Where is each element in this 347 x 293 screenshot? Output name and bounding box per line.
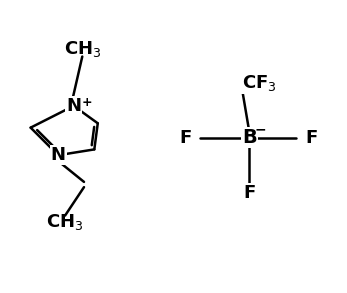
Text: CH$_3$: CH$_3$ <box>64 39 101 59</box>
Text: CF$_3$: CF$_3$ <box>242 73 277 93</box>
Text: −: − <box>254 122 266 136</box>
Text: F: F <box>243 184 255 202</box>
Text: B: B <box>242 128 256 147</box>
Text: N: N <box>51 146 66 164</box>
Text: +: + <box>82 96 92 110</box>
Text: F: F <box>305 129 318 147</box>
Text: N: N <box>66 97 81 115</box>
Text: CH$_3$: CH$_3$ <box>46 212 84 232</box>
Text: F: F <box>179 129 192 147</box>
